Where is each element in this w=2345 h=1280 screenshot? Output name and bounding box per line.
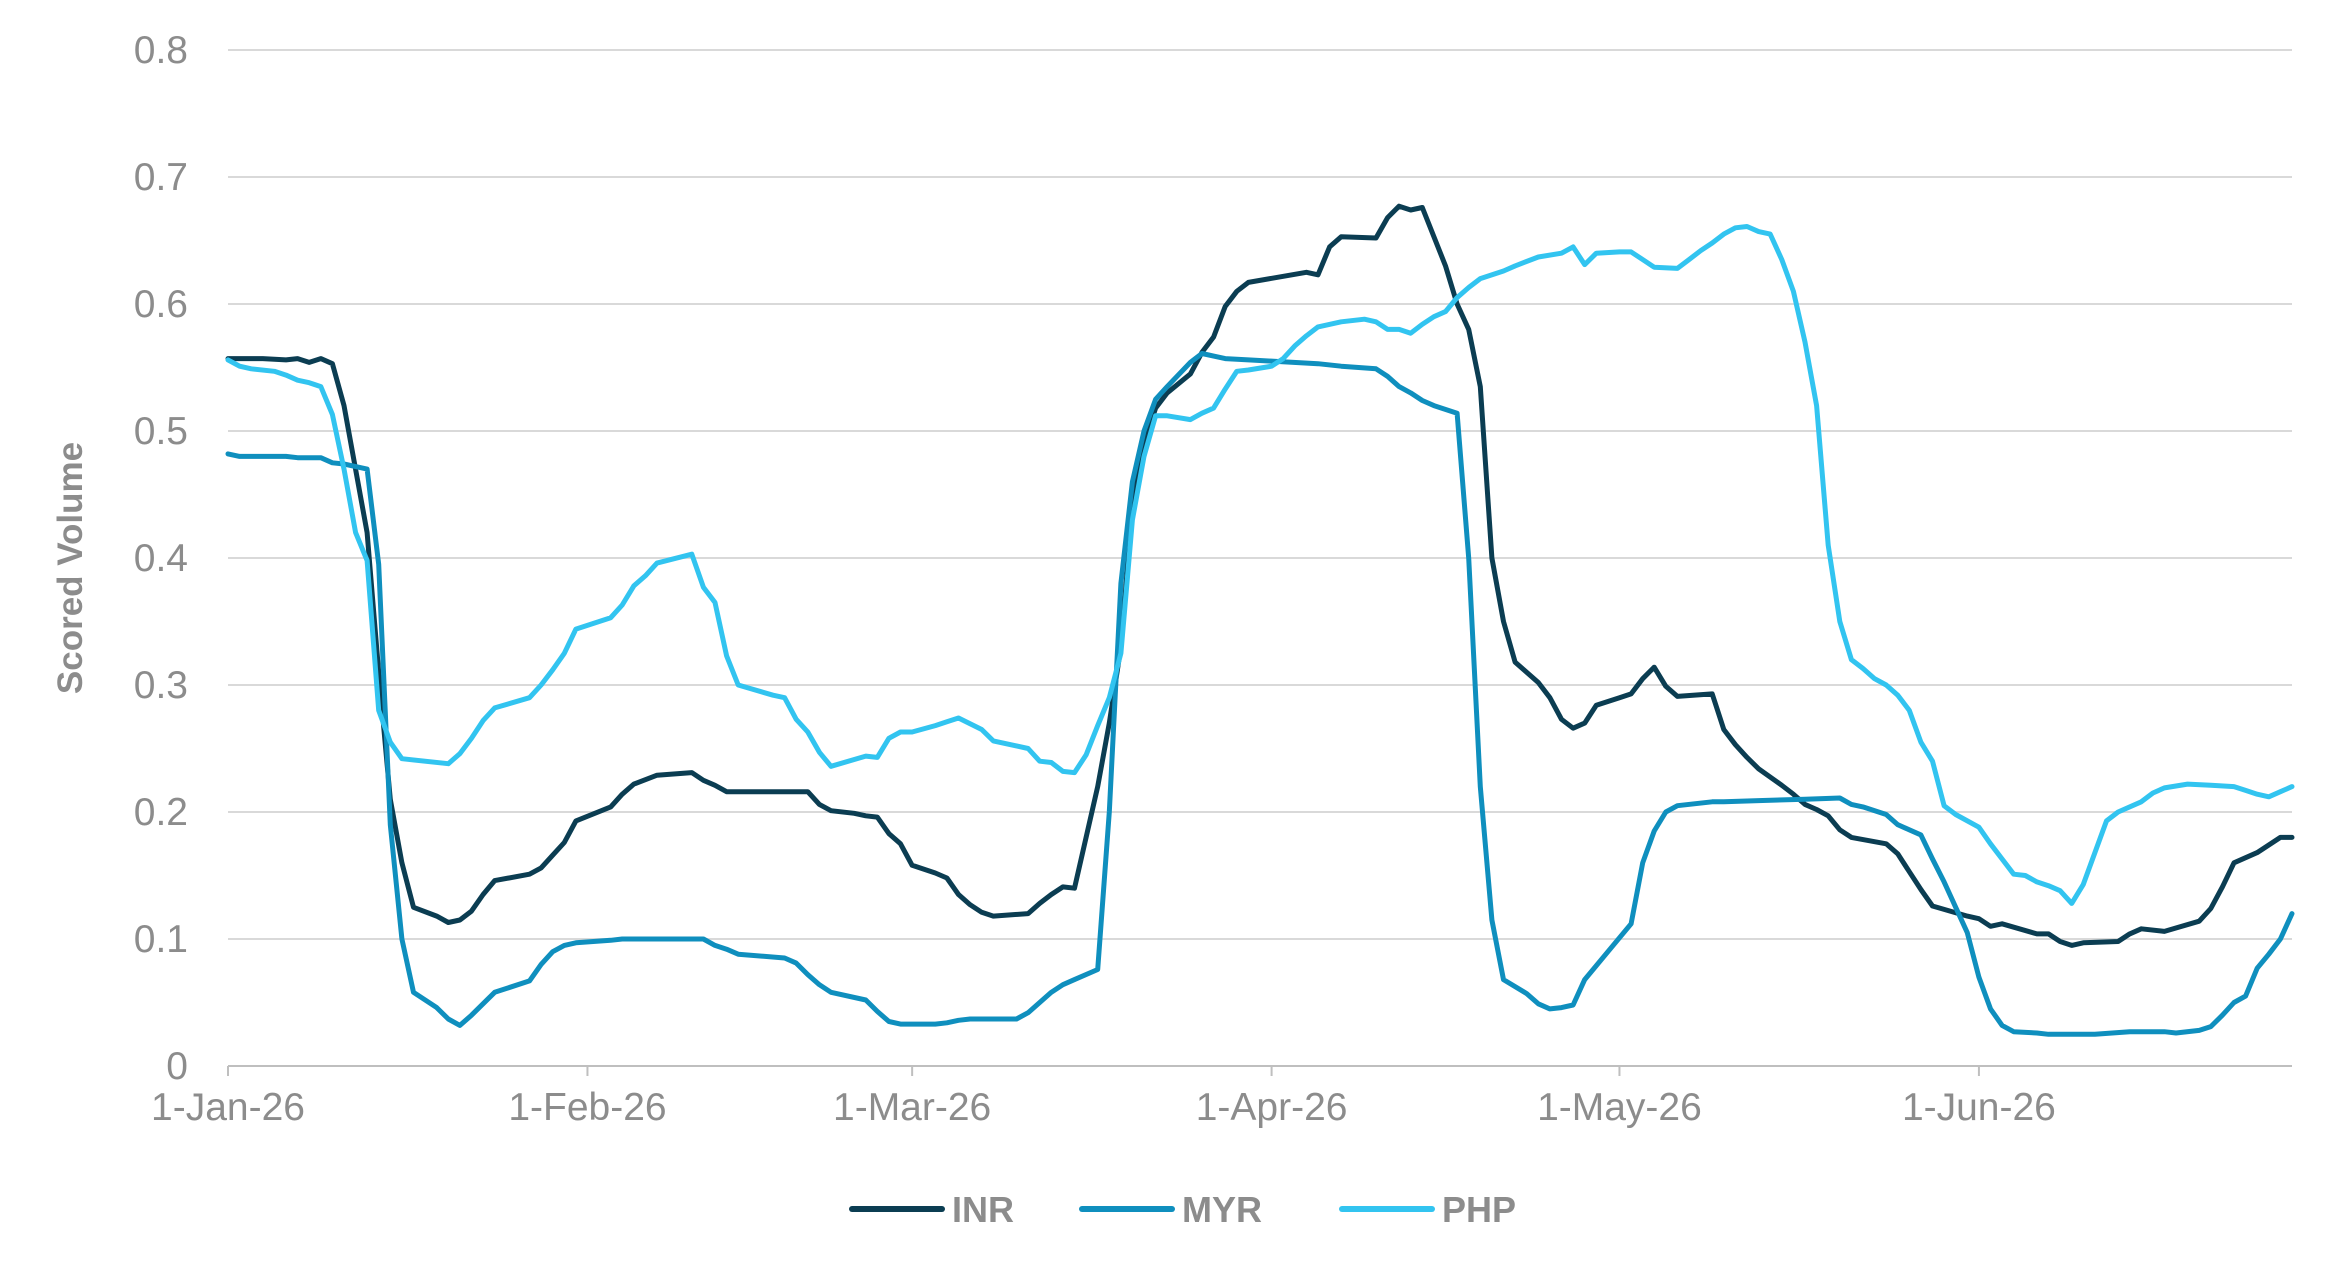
y-tick-label: 0.7 bbox=[134, 156, 188, 199]
y-tick-label: 0.5 bbox=[134, 410, 188, 453]
x-tick-label: 1-Mar-26 bbox=[833, 1086, 991, 1129]
legend-label: MYR bbox=[1182, 1189, 1262, 1230]
y-tick-label: 0.3 bbox=[134, 664, 188, 707]
y-axis-title: Scored Volume bbox=[51, 442, 90, 694]
series-line-myr bbox=[225, 351, 2295, 1037]
x-tick-label: 1-Jun-26 bbox=[1902, 1086, 2056, 1129]
legend-label: INR bbox=[952, 1189, 1014, 1230]
x-tick-label: 1-Feb-26 bbox=[508, 1086, 666, 1129]
legend-item-php[interactable]: PHP bbox=[1339, 1189, 1516, 1230]
y-tick-label: 0.6 bbox=[134, 283, 188, 326]
series-line-inr bbox=[225, 203, 2295, 948]
legend-item-inr[interactable]: INR bbox=[849, 1189, 1014, 1230]
y-tick-label: 0.1 bbox=[134, 918, 188, 961]
y-axis-tick-labels: 0 0.1 0.2 0.3 0.4 0.5 0.6 0.7 0.8 bbox=[134, 29, 188, 1088]
y-tick-label: 0.4 bbox=[134, 537, 188, 580]
legend[interactable]: INR MYR PHP bbox=[849, 1189, 1516, 1230]
y-tick-label: 0.2 bbox=[134, 791, 188, 834]
x-tick-label: 1-Apr-26 bbox=[1196, 1086, 1348, 1129]
legend-item-myr[interactable]: MYR bbox=[1079, 1189, 1262, 1230]
legend-label: PHP bbox=[1442, 1189, 1516, 1230]
series-line-php bbox=[225, 224, 2295, 906]
x-tick-label: 1-Jan-26 bbox=[151, 1086, 305, 1129]
gridlines bbox=[228, 49, 2292, 940]
y-tick-label: 0 bbox=[166, 1045, 188, 1088]
series-lines bbox=[225, 203, 2295, 1037]
y-tick-label: 0.8 bbox=[134, 29, 188, 72]
x-axis-ticks: 1-Jan-26 1-Feb-26 1-Mar-26 1-Apr-26 1-May-26… bbox=[151, 1066, 2056, 1129]
x-tick-label: 1-May-26 bbox=[1537, 1086, 1702, 1129]
